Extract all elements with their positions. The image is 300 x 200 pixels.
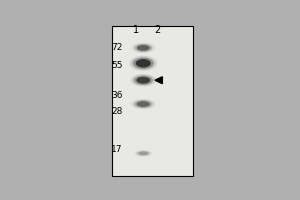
Ellipse shape	[138, 151, 148, 155]
Text: 72: 72	[111, 43, 122, 52]
Text: 1: 1	[133, 25, 140, 35]
Ellipse shape	[136, 59, 151, 68]
Ellipse shape	[134, 44, 152, 52]
Text: 36: 36	[111, 91, 122, 100]
Ellipse shape	[131, 74, 156, 86]
Ellipse shape	[136, 77, 150, 84]
Ellipse shape	[136, 151, 151, 156]
Ellipse shape	[137, 45, 150, 51]
Polygon shape	[155, 77, 162, 84]
Ellipse shape	[133, 57, 154, 69]
Ellipse shape	[134, 100, 153, 108]
Ellipse shape	[134, 75, 153, 85]
Ellipse shape	[134, 150, 153, 157]
Text: 28: 28	[111, 107, 122, 116]
Text: 2: 2	[154, 25, 161, 35]
Text: 17: 17	[111, 145, 122, 154]
Ellipse shape	[131, 99, 155, 109]
Ellipse shape	[136, 101, 150, 107]
Bar	[112, 26, 193, 176]
Text: 55: 55	[111, 61, 122, 70]
Ellipse shape	[130, 56, 157, 71]
Ellipse shape	[132, 43, 155, 53]
